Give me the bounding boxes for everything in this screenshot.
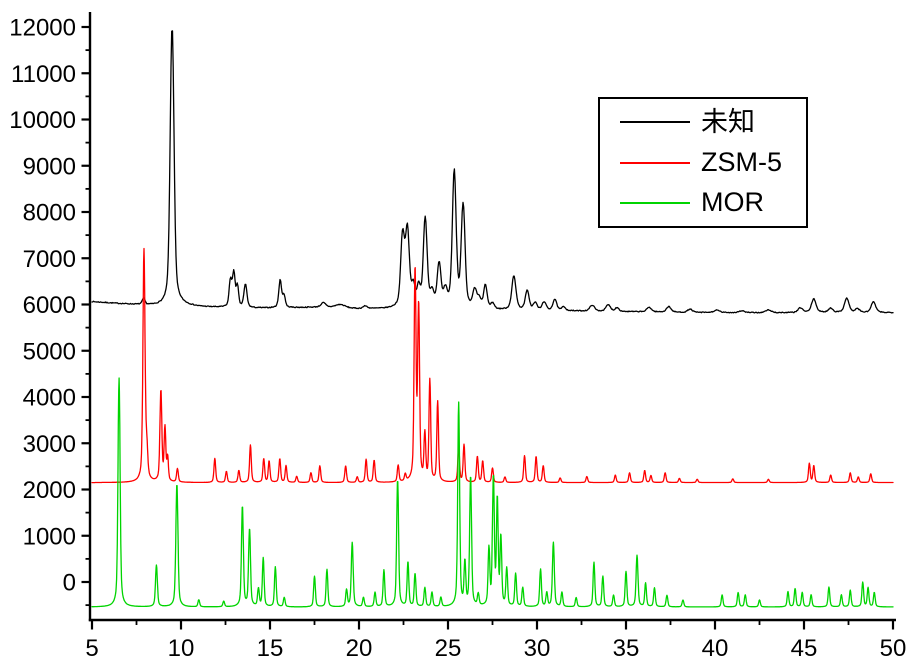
x-tick-label: 20 (346, 635, 373, 662)
x-tick-label: 50 (880, 635, 907, 662)
y-tick-label: 11000 (11, 61, 76, 88)
y-tick-label: 4000 (23, 385, 76, 412)
y-tick-label: 6000 (23, 292, 76, 319)
y-tick-label: 12000 (9, 15, 76, 42)
series-path-zsm5 (91, 247, 894, 484)
legend-line-sample-unknown (620, 121, 690, 124)
x-tick-label: 15 (257, 635, 284, 662)
series-path-mor (91, 377, 894, 608)
y-tick-label: 9000 (23, 153, 76, 180)
y-tick-label: 7000 (23, 246, 76, 273)
legend-item-zsm5: ZSM-5 (600, 146, 806, 180)
legend: 未知 ZSM-5 MOR (598, 97, 808, 228)
legend-line-sample-zsm5 (620, 161, 690, 164)
y-tick-label: 2000 (23, 477, 76, 504)
y-tick-label: 10000 (9, 107, 76, 134)
x-tick-label: 35 (613, 635, 640, 662)
x-tick-label: 30 (524, 635, 551, 662)
legend-line-sample-mor (620, 201, 690, 204)
legend-label-mor: MOR (701, 187, 764, 218)
y-tick-label: 1000 (23, 523, 76, 550)
legend-label-unknown: 未知 (701, 106, 755, 137)
y-tick-label: 3000 (23, 431, 76, 458)
legend-item-mor: MOR (600, 186, 806, 220)
x-tick-label: 40 (702, 635, 729, 662)
y-tick-label: 0 (63, 570, 76, 597)
x-tick-label: 5 (85, 635, 98, 662)
legend-label-zsm5: ZSM-5 (701, 147, 782, 177)
legend-item-unknown: 未知 (600, 105, 806, 139)
x-tick-label: 45 (791, 635, 818, 662)
y-tick-label: 5000 (23, 338, 76, 365)
series-path-unknown (91, 30, 894, 314)
x-tick-label: 25 (435, 635, 462, 662)
y-tick-label: 8000 (23, 200, 76, 227)
x-tick-label: 10 (168, 635, 195, 662)
